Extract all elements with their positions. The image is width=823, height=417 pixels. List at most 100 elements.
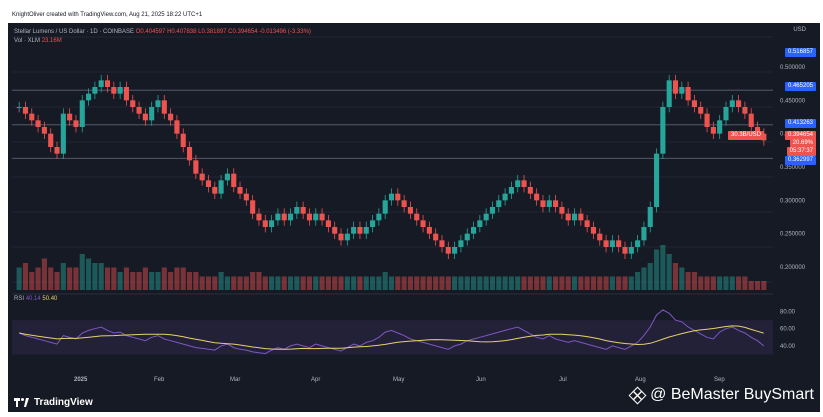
volume-bar xyxy=(603,276,609,290)
candle-body xyxy=(489,207,496,214)
volume-bar xyxy=(130,272,136,290)
volume-bar xyxy=(723,276,729,290)
volume-bar xyxy=(357,276,363,290)
volume-bar xyxy=(685,272,691,290)
volume-bar xyxy=(691,272,697,290)
price-box-upper-line: 0.465205 xyxy=(784,82,816,91)
candle-body xyxy=(92,87,98,94)
volume-bar xyxy=(111,267,117,290)
candle-body xyxy=(565,213,571,221)
volume-bar xyxy=(754,281,761,290)
volume-bar xyxy=(698,276,704,290)
volume-bar xyxy=(212,276,218,290)
candle-body xyxy=(306,213,313,221)
volume-bar xyxy=(710,276,716,290)
volume-bar xyxy=(180,267,186,290)
candle-body xyxy=(376,213,382,221)
volume-bar xyxy=(319,276,325,290)
candle-body xyxy=(155,100,161,107)
price-box-mid-line: 0.413263 xyxy=(784,119,816,128)
candle-body xyxy=(407,207,413,214)
volume-bar xyxy=(205,276,212,290)
candle-body xyxy=(395,193,401,201)
volume-bar xyxy=(748,281,754,290)
change-value: -0.013496 (-3.33%) xyxy=(259,29,311,35)
candle-body xyxy=(224,173,230,181)
candle-body xyxy=(363,227,369,234)
candle-body xyxy=(54,147,60,154)
candle-body xyxy=(553,200,559,207)
volume-bar xyxy=(647,263,653,290)
candle-body xyxy=(338,233,344,241)
candle-body xyxy=(723,107,729,121)
tradingview-logo[interactable]: TradingView xyxy=(14,397,93,408)
volume-bar xyxy=(67,267,73,290)
candle-body xyxy=(439,240,445,247)
candle-body xyxy=(546,200,552,207)
volume-bar xyxy=(540,276,546,290)
rsi-band xyxy=(12,320,773,355)
volume-bar xyxy=(376,276,382,290)
candle-body xyxy=(294,207,300,214)
volume-bar xyxy=(22,263,29,290)
candle-body xyxy=(666,80,672,107)
price-chart[interactable]: 0.5000000.4500000.4000000.3500000.300000… xyxy=(8,7,820,412)
price-box-pct: 20.69% xyxy=(789,139,816,148)
candle-body xyxy=(300,207,306,214)
volume-bar xyxy=(445,276,451,290)
volume-bar xyxy=(256,272,262,290)
candle-body xyxy=(508,187,514,194)
volume-bar xyxy=(565,276,571,290)
volume-bar xyxy=(433,276,439,290)
volume-bar xyxy=(761,281,767,290)
tradingview-logo-text: TradingView xyxy=(34,397,93,408)
volume-bar xyxy=(679,267,685,290)
volume-bar xyxy=(161,267,167,290)
volume-bar xyxy=(269,276,275,290)
volume-bar xyxy=(48,267,54,290)
candle-body xyxy=(464,233,470,241)
volume-bar xyxy=(142,267,148,290)
candle-body xyxy=(29,113,35,121)
candle-body xyxy=(86,93,92,101)
candle-body xyxy=(729,100,735,107)
volume-bar xyxy=(654,249,660,290)
candle-body xyxy=(679,87,685,94)
rsi-tick-label: 80.00 xyxy=(780,310,796,316)
low-value: L0.381897 xyxy=(198,29,227,35)
volume-bar xyxy=(571,276,578,290)
candle-body xyxy=(262,220,268,227)
candle-body xyxy=(41,127,47,134)
candle-body xyxy=(641,227,647,241)
time-axis-label: 2025 xyxy=(74,377,88,383)
candle-body xyxy=(414,213,420,221)
volume-bar xyxy=(174,267,180,290)
time-axis-label: Sep xyxy=(714,377,725,383)
volume-bar xyxy=(60,263,66,290)
candle-body xyxy=(420,220,426,227)
volume-bar xyxy=(597,276,603,290)
time-axis-label: Mar xyxy=(230,377,240,383)
volume-bar xyxy=(464,276,470,290)
candle-body xyxy=(742,107,748,114)
volume-bar xyxy=(489,276,496,290)
price-tick-label: 0.300000 xyxy=(780,198,806,204)
volume-bar xyxy=(313,276,319,290)
candle-body xyxy=(111,87,117,94)
candle-body xyxy=(458,240,464,247)
volume-bar xyxy=(452,276,458,290)
chart-frame: KnightOliver created with TradingView.co… xyxy=(8,7,820,412)
volume-bar xyxy=(628,276,634,290)
candle-body xyxy=(477,220,483,227)
candle-body xyxy=(79,100,85,127)
volume-bar xyxy=(338,276,344,290)
candle-body xyxy=(654,153,660,207)
volume-bar xyxy=(370,276,376,290)
volume-bar xyxy=(351,276,357,290)
candle-body xyxy=(344,233,350,241)
volume-bar xyxy=(287,276,294,290)
volume-bar xyxy=(666,254,672,290)
candle-body xyxy=(470,227,477,234)
rsi-value: 40.14 xyxy=(25,296,41,302)
candle-body xyxy=(540,200,546,207)
